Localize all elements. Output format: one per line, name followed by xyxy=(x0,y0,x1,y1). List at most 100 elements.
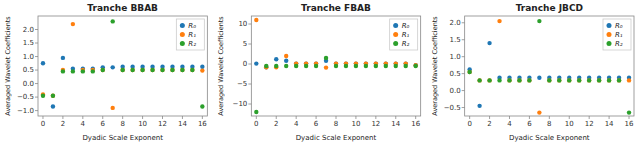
chart: 0246810121416−1.0−0.50.00.51.01.52.0Tran… xyxy=(0,0,640,150)
y-tick-label: 5 xyxy=(243,40,247,48)
point xyxy=(304,64,308,68)
x-tick xyxy=(316,116,317,119)
x-tick xyxy=(142,116,143,119)
x-tick-label: 4 xyxy=(294,120,299,128)
legend-label: R₁ xyxy=(402,31,410,39)
point xyxy=(190,68,194,72)
point xyxy=(477,78,481,82)
legend-swatch xyxy=(607,41,612,46)
point xyxy=(354,64,358,68)
y-tick-label: −10 xyxy=(233,100,248,108)
point xyxy=(160,68,164,72)
x-tick xyxy=(629,116,630,119)
point xyxy=(617,78,621,82)
y-tick-label: 2.0 xyxy=(23,26,34,34)
point xyxy=(284,54,288,58)
point xyxy=(537,19,541,23)
x-tick-label: 14 xyxy=(605,120,614,128)
point xyxy=(497,78,501,82)
point xyxy=(413,63,417,67)
x-tick xyxy=(42,116,43,119)
point xyxy=(567,78,571,82)
point xyxy=(274,57,278,61)
x-tick-label: 10 xyxy=(351,120,360,128)
point xyxy=(497,19,501,23)
y-tick-label: −0.5 xyxy=(444,104,461,112)
legend: R₀R₁R₂ xyxy=(176,19,204,50)
legend-label: R₀ xyxy=(402,22,410,30)
point xyxy=(61,56,65,60)
legend-swatch xyxy=(607,32,612,37)
point xyxy=(364,64,368,68)
x-tick-label: 12 xyxy=(158,120,167,128)
point xyxy=(71,69,75,73)
y-tick-label: 2.0 xyxy=(450,19,461,27)
point xyxy=(81,69,85,73)
point xyxy=(334,64,338,68)
point xyxy=(200,68,204,72)
x-tick-label: 8 xyxy=(120,120,124,128)
x-tick-label: 0 xyxy=(254,120,258,128)
y-tick xyxy=(35,56,38,57)
y-tick-label: 1.5 xyxy=(450,36,461,44)
point xyxy=(467,70,471,74)
x-tick xyxy=(529,116,530,119)
x-tick xyxy=(395,116,396,119)
y-tick-label: 1.0 xyxy=(23,53,34,61)
point xyxy=(587,78,591,82)
point xyxy=(467,70,471,74)
point xyxy=(557,78,561,82)
point xyxy=(170,68,174,72)
point xyxy=(111,106,115,110)
y-tick-label: −5 xyxy=(237,80,247,88)
x-tick xyxy=(609,116,610,119)
point xyxy=(384,64,388,68)
x-tick xyxy=(276,116,277,119)
point xyxy=(254,110,258,114)
y-tick-label: 1.5 xyxy=(23,39,34,47)
point xyxy=(170,68,174,72)
x-tick-label: 10 xyxy=(565,120,574,128)
legend: R₀R₁R₂ xyxy=(390,19,418,50)
legend-label: R₁ xyxy=(188,31,196,39)
y-tick xyxy=(462,73,465,74)
panel-title: Tranche JBCD xyxy=(516,3,583,13)
legend-swatch xyxy=(180,32,185,37)
point xyxy=(557,78,561,82)
y-tick xyxy=(462,107,465,108)
marks xyxy=(41,19,205,110)
y-tick xyxy=(35,97,38,98)
x-tick-label: 8 xyxy=(547,120,551,128)
legend-swatch xyxy=(607,23,612,28)
point xyxy=(477,104,481,108)
y-tick-label: 0 xyxy=(243,60,247,68)
y-tick-label: 0.5 xyxy=(450,70,461,78)
point xyxy=(41,61,45,65)
point xyxy=(180,68,184,72)
legend-box xyxy=(390,19,418,50)
y-tick-label: 10 xyxy=(238,20,247,28)
x-tick-label: 4 xyxy=(507,120,512,128)
x-tick xyxy=(256,116,257,119)
point xyxy=(413,64,417,68)
x-tick xyxy=(589,116,590,119)
point xyxy=(264,64,268,68)
point xyxy=(160,68,164,72)
point xyxy=(51,104,55,108)
point xyxy=(404,64,408,68)
x-tick-label: 6 xyxy=(527,120,532,128)
x-tick xyxy=(415,116,416,119)
x-tick xyxy=(355,116,356,119)
point xyxy=(597,78,601,82)
y-tick xyxy=(462,22,465,23)
legend-label: R₂ xyxy=(188,40,196,48)
x-tick-label: 6 xyxy=(101,120,106,128)
x-tick xyxy=(182,116,183,119)
panel: 0246810121416−1.0−0.50.00.51.01.52.0Tran… xyxy=(4,3,207,142)
legend-box xyxy=(176,19,204,50)
x-tick xyxy=(469,116,470,119)
point xyxy=(51,94,55,98)
x-tick-label: 2 xyxy=(274,120,278,128)
point xyxy=(130,68,134,72)
panel: 0246810121416−10−50510Tranche FBABDyadic… xyxy=(217,3,420,142)
